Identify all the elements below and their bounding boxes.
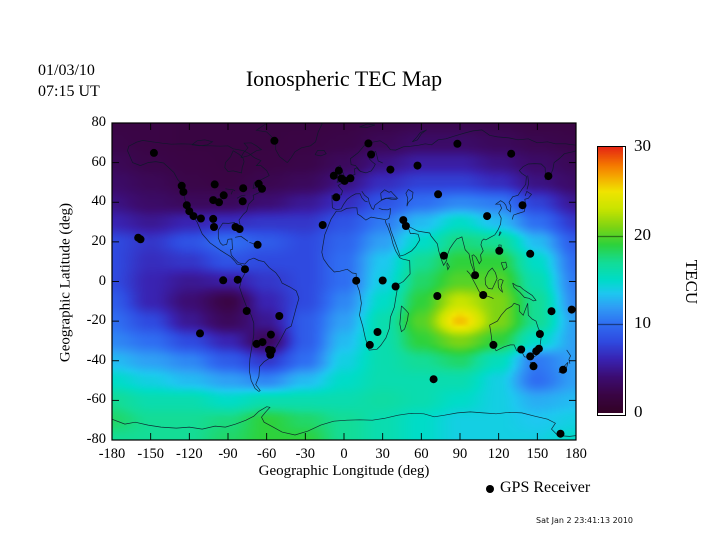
y-tick-label: 20 [91, 232, 107, 249]
date-text: 01/03/10 [38, 62, 95, 79]
x-tick-label: -150 [137, 446, 164, 462]
colorbar-tick-label: 30 [634, 136, 651, 155]
colorbar-canvas [598, 147, 623, 413]
datetime-block: 01/03/10 07:15 UT [38, 60, 100, 102]
y-tick-label: 80 [91, 114, 107, 130]
x-tick-label: 120 [487, 446, 510, 462]
colorbar-tick-label: 0 [634, 402, 643, 421]
gps-legend-label: GPS Receiver [500, 479, 591, 496]
gps-receiver-marker-icon [486, 485, 494, 493]
y-tick-label: 60 [91, 153, 107, 170]
y-axis-title: Geographic Latitude (deg) [57, 202, 74, 363]
x-tick-label: 150 [526, 446, 549, 462]
colorbar-tick-label: 10 [634, 313, 651, 333]
x-tick-label: -30 [295, 446, 315, 462]
x-tick-label: -60 [256, 446, 277, 462]
x-tick-label: 90 [452, 446, 468, 462]
x-tick-label: 180 [565, 446, 587, 462]
x-tick-label: -120 [176, 446, 203, 462]
plot-timestamp: Sat Jan 2 23:41:13 2010 [536, 516, 633, 525]
chart-title: Ionospheric TEC Map [245, 66, 443, 91]
tec-heatmap-canvas [112, 123, 576, 440]
x-tick-label: 60 [414, 446, 429, 462]
x-axis-title: Geographic Longitude (deg) [258, 463, 430, 479]
colorbar-frame [597, 146, 626, 416]
x-tick-label: 30 [375, 446, 390, 462]
y-tick-label: -20 [86, 312, 106, 329]
x-tick-label: -180 [98, 446, 126, 462]
colorbar-tick-label: 20 [634, 224, 651, 244]
x-tick-label: 0 [340, 446, 348, 462]
y-tick-label: 40 [91, 193, 107, 210]
x-tick-label: -90 [218, 446, 238, 462]
y-tick-label: -80 [86, 431, 106, 447]
time-text: 07:15 UT [38, 83, 100, 100]
colorbar-title: TECU [682, 259, 701, 305]
y-tick-label: -60 [86, 391, 106, 408]
y-tick-label: 0 [98, 272, 106, 289]
y-tick-label: -40 [86, 351, 106, 368]
